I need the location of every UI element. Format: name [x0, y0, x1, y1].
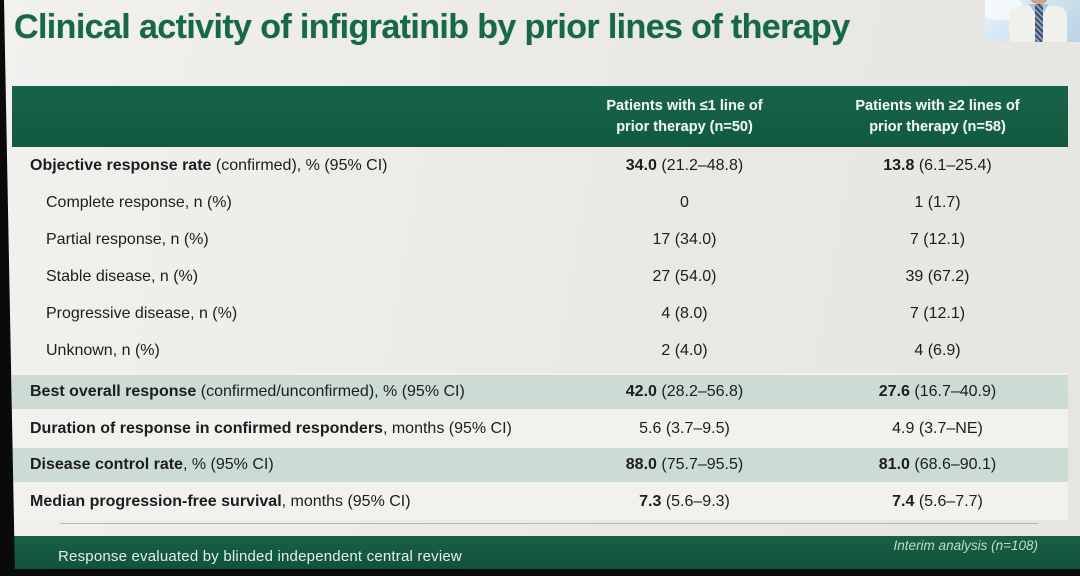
value-cell: 27.6 (16.7–40.9)	[807, 383, 1068, 401]
row-label: Disease control rate, % (95% CI)	[12, 456, 562, 474]
row-label-rest: , months (95% CI)	[382, 419, 512, 437]
value-strong: 7.4	[892, 493, 915, 510]
value-strong: 42.0	[625, 383, 657, 400]
value-rest: (28.2–56.8)	[656, 383, 744, 400]
value-cell: 0	[680, 193, 689, 211]
value-cell: 39 (67.2)	[905, 267, 970, 285]
table-row-best-overall-response: Best overall response (confirmed/unconfi…	[12, 373, 1068, 411]
table-row-stable-disease: Stable disease, n (%) 27 (54.0) 39 (67.2…	[12, 258, 1068, 295]
header-col-ge2-lines: Patients with ≥2 lines of prior therapy …	[807, 96, 1068, 137]
value-strong: 34.0	[625, 156, 657, 174]
row-label: Stable disease, n (%)	[12, 268, 562, 286]
row-label: Progressive disease, n (%)	[12, 305, 562, 323]
value-strong: 88.0	[625, 456, 657, 473]
row-label: Median progression-free survival, months…	[12, 493, 562, 511]
value-cell: 34.0 (21.2–48.8)	[562, 157, 807, 175]
value-cell: 7 (12.1)	[909, 304, 966, 322]
row-label: Duration of response in confirmed respon…	[12, 420, 562, 438]
value-cell: 81.0 (68.6–90.1)	[807, 456, 1068, 474]
value-strong: 7.3	[639, 493, 662, 510]
presenter-webcam-video[interactable]	[985, 0, 1080, 42]
row-label-rest: Unknown, n (%)	[46, 341, 160, 359]
row-label: Complete response, n (%)	[12, 194, 562, 212]
value-rest: (21.2–48.8)	[656, 156, 744, 174]
header-col2-line2: prior therapy (n=58)	[869, 118, 1006, 135]
row-label: Unknown, n (%)	[12, 342, 562, 360]
row-label-rest: (confirmed), % (95% CI)	[211, 156, 388, 174]
value-rest: (75.7–95.5)	[656, 456, 744, 473]
row-label-rest: Progressive disease, n (%)	[46, 304, 238, 322]
value-rest: (5.6–9.3)	[661, 493, 730, 510]
value-cell: 1 (1.7)	[914, 193, 961, 211]
row-label-strong: Best overall response	[30, 383, 197, 400]
table-bottom-rule	[60, 523, 1038, 524]
row-label: Best overall response (confirmed/unconfi…	[12, 383, 562, 401]
results-table: Patients with ≤1 line of prior therapy (…	[12, 86, 1068, 524]
value-strong: 27.6	[878, 383, 910, 400]
footer-analysis-note: Interim analysis (n=108)	[893, 538, 1038, 553]
header-col-le1-line: Patients with ≤1 line of prior therapy (…	[562, 96, 807, 137]
value-rest: (68.6–90.1)	[909, 456, 997, 473]
table-header-row: Patients with ≤1 line of prior therapy (…	[12, 86, 1068, 147]
row-label-strong: Duration of response in confirmed respon…	[30, 419, 383, 437]
value-strong: 81.0	[878, 456, 910, 473]
header-col1-line1: Patients with ≤1 line of	[606, 98, 763, 115]
table-row-objective-response-rate: Objective response rate (confirmed), % (…	[12, 147, 1068, 184]
value-cell: 88.0 (75.7–95.5)	[562, 456, 807, 474]
header-col2-line1: Patients with ≥2 lines of	[855, 98, 1020, 115]
table-row-disease-control-rate: Disease control rate, % (95% CI) 88.0 (7…	[12, 446, 1068, 484]
presenter-face	[1031, 0, 1047, 4]
value-cell: 42.0 (28.2–56.8)	[562, 383, 807, 401]
value-cell: 7 (12.1)	[909, 230, 966, 248]
table-row-duration-of-response: Duration of response in confirmed respon…	[12, 411, 1068, 446]
header-col1-line2: prior therapy (n=50)	[616, 118, 753, 135]
value-cell: 5.6 (3.7–9.5)	[639, 419, 730, 437]
row-label: Objective response rate (confirmed), % (…	[12, 157, 562, 175]
slide-title: Clinical activity of infigratinib by pri…	[14, 8, 850, 46]
value-rest: (5.6–7.7)	[914, 493, 983, 510]
row-label-rest: Partial response, n (%)	[46, 230, 209, 248]
table-row-unknown: Unknown, n (%) 2 (4.0) 4 (6.9)	[12, 332, 1068, 369]
value-cell: 7.4 (5.6–7.7)	[807, 493, 1068, 511]
value-cell: 2 (4.0)	[661, 341, 708, 359]
footer-note: Response evaluated by blinded independen…	[58, 548, 462, 565]
value-rest: (16.7–40.9)	[909, 383, 997, 400]
row-label-strong: Disease control rate	[30, 456, 183, 473]
table-row-partial-response: Partial response, n (%) 17 (34.0) 7 (12.…	[12, 221, 1068, 258]
row-label-rest: , months (95% CI)	[281, 493, 411, 510]
value-cell: 7.3 (5.6–9.3)	[562, 493, 807, 511]
photo-edge-bottom	[0, 569, 1080, 576]
table-row-median-pfs: Median progression-free survival, months…	[12, 484, 1068, 520]
value-cell: 4 (8.0)	[661, 304, 708, 322]
value-rest: (6.1–25.4)	[914, 156, 992, 174]
row-label-strong: Median progression-free survival	[30, 493, 282, 510]
value-cell: 4 (6.9)	[914, 341, 961, 359]
row-label-rest: , % (95% CI)	[182, 456, 274, 473]
value-strong: 13.8	[883, 156, 915, 174]
row-label-rest: (confirmed/unconfirmed), % (95% CI)	[196, 383, 465, 400]
row-label: Partial response, n (%)	[12, 231, 562, 249]
value-cell: 17 (34.0)	[652, 230, 717, 248]
value-cell: 27 (54.0)	[652, 267, 717, 285]
table-row-complete-response: Complete response, n (%) 0 1 (1.7)	[12, 184, 1068, 221]
value-cell: 13.8 (6.1–25.4)	[807, 157, 1068, 175]
value-cell: 4.9 (3.7–NE)	[892, 419, 983, 437]
presenter-tie	[1035, 4, 1043, 42]
row-label-rest: Stable disease, n (%)	[46, 267, 199, 285]
row-label-rest: Complete response, n (%)	[46, 193, 232, 211]
footer-bar: Response evaluated by blinded independen…	[0, 536, 1080, 569]
table-row-progressive-disease: Progressive disease, n (%) 4 (8.0) 7 (12…	[12, 295, 1068, 332]
row-label-strong: Objective response rate	[30, 156, 212, 174]
